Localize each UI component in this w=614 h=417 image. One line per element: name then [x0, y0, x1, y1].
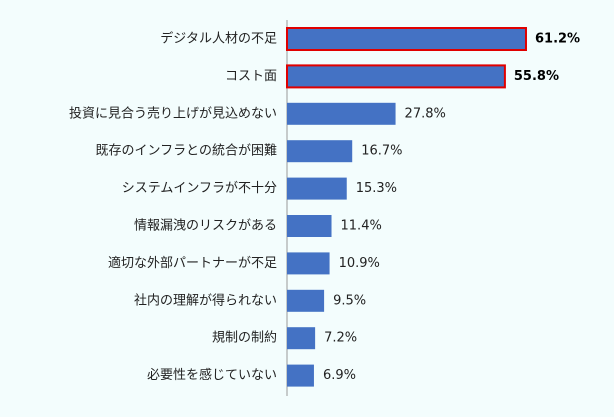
- category-labels-group: デジタル人材の不足コスト面投資に見合う売り上げが見込めない既存のインフラとの統合…: [69, 31, 277, 384]
- bar-2: [286, 64, 506, 89]
- value-label-2: 55.8%: [514, 69, 559, 84]
- category-label-9: 規制の制約: [212, 331, 277, 346]
- category-label-2: コスト面: [225, 69, 277, 84]
- category-label-6: 情報漏洩のリスクがある: [134, 218, 277, 234]
- bar-9: [287, 327, 316, 350]
- value-labels-group: 61.2% 55.8% 27.8% 16.7% 15.3% 11.4% 10.9% 9.5% 7…: [323, 32, 580, 384]
- bar-6: [287, 215, 332, 237]
- category-label-1: デジタル人材の不足: [160, 31, 277, 47]
- category-label-10: 必要性を感じていない: [147, 367, 277, 383]
- value-label-5: 15.3%: [356, 181, 397, 196]
- category-label-4: 既存のインフラとの統合が困難: [96, 144, 277, 159]
- bar-3: [287, 102, 396, 125]
- bar-10: [287, 364, 314, 387]
- bar-5: [287, 177, 347, 200]
- value-label-6: 11.4%: [341, 219, 382, 234]
- bar-7: [287, 252, 330, 275]
- value-label-10: 6.9%: [323, 368, 356, 383]
- value-label-8: 9.5%: [333, 293, 366, 308]
- category-label-5: システムインフラが不十分: [122, 181, 277, 196]
- value-label-9: 7.2%: [324, 331, 357, 346]
- category-label-7: 適切な外部パートナーが不足: [108, 255, 277, 271]
- bar-1: [286, 27, 527, 51]
- value-label-3: 27.8%: [405, 106, 446, 121]
- value-label-7: 10.9%: [339, 256, 380, 271]
- bars-group: [286, 27, 527, 387]
- category-label-8: 社内の理解が得られない: [134, 292, 277, 308]
- value-label-4: 16.7%: [361, 144, 402, 159]
- bar-4: [287, 140, 353, 163]
- value-label-1: 61.2%: [535, 32, 580, 47]
- bar-8: [287, 289, 325, 312]
- category-label-3: 投資に見合う売り上げが見込めない: [69, 105, 277, 121]
